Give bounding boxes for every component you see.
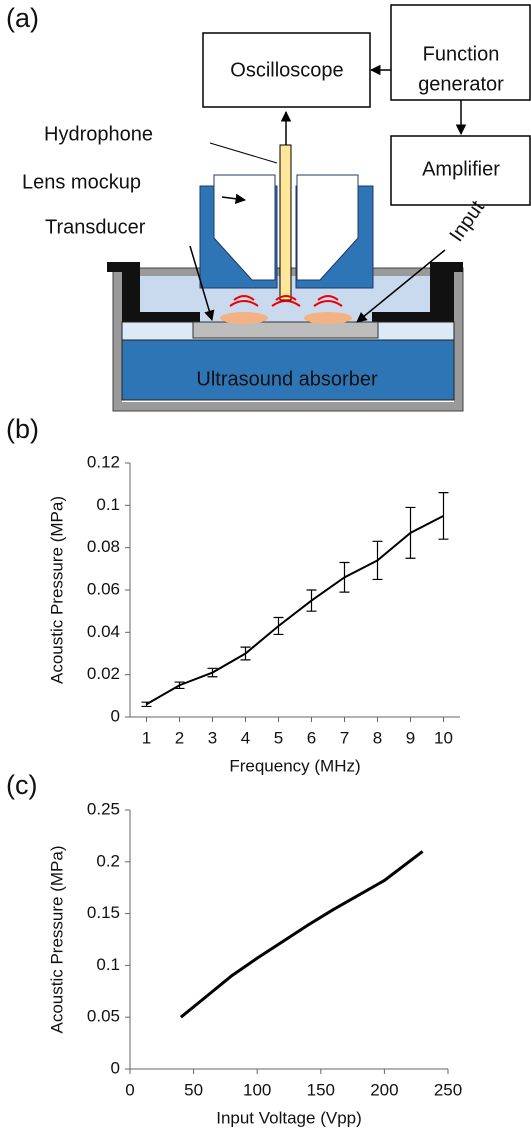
lens-label: Lens mockup <box>22 171 141 193</box>
tank-rim <box>372 262 463 322</box>
y-tick-label: 0.1 <box>96 955 120 974</box>
amplifier-box <box>390 135 531 206</box>
error-bar <box>141 701 152 708</box>
oscilloscope-label: Oscilloscope <box>230 59 343 81</box>
y-tick-label: 0.06 <box>87 579 120 598</box>
hydrophone <box>279 144 292 301</box>
x-tick-label: 6 <box>307 728 316 747</box>
transducer-label: Transducer <box>45 216 146 238</box>
absorber-label: Ultrasound absorber <box>196 368 378 390</box>
x-tick-label: 250 <box>434 1080 462 1099</box>
x-tick-label: 200 <box>370 1080 398 1099</box>
transducer <box>192 321 379 339</box>
error-bar <box>174 681 185 690</box>
y-tick-label: 0.2 <box>96 851 120 870</box>
x-tick-label: 50 <box>184 1080 203 1099</box>
error-bar <box>273 616 284 636</box>
y-tick-label: 0 <box>111 706 120 725</box>
y-tick-label: 0 <box>111 1058 120 1077</box>
arrow <box>221 193 247 204</box>
lens <box>296 174 359 281</box>
x-tick-label: 100 <box>243 1080 271 1099</box>
y-tick-label: 0.04 <box>87 622 120 641</box>
focus <box>304 312 352 324</box>
y-tick-label: 0.05 <box>87 1007 120 1026</box>
x-tick-label: 5 <box>274 728 283 747</box>
panel-label: (a) <box>6 3 39 33</box>
x-tick-label: 7 <box>340 728 349 747</box>
diagram: (a) Oscilloscope Function generator Ampl… <box>6 3 531 412</box>
data-line <box>146 515 444 706</box>
x-tick-label: 10 <box>434 728 453 747</box>
data-line <box>179 850 424 1019</box>
function-generator-label: Function <box>423 43 500 65</box>
error-bar <box>240 646 251 661</box>
x-tick-label: 150 <box>307 1080 335 1099</box>
y-tick-label: 0.1 <box>96 495 120 514</box>
focus <box>220 312 268 324</box>
x-axis-title: Frequency (MHz) <box>229 756 360 775</box>
y-tick-label: 0.15 <box>87 903 120 922</box>
waves <box>229 295 343 307</box>
y-axis-title: Acoustic Pressure (MPa) <box>47 496 66 684</box>
arrow <box>356 249 446 323</box>
error-bar <box>438 492 449 540</box>
y-tick-label: 0.08 <box>87 537 120 556</box>
error-bar <box>306 589 317 612</box>
error-bar <box>207 667 218 678</box>
absorber <box>121 339 455 401</box>
x-tick-label: 1 <box>142 728 151 747</box>
panel-label: (c) <box>6 770 37 800</box>
y-tick-label: 0.12 <box>87 452 120 471</box>
function-generator-label: generator <box>418 73 504 95</box>
x-tick-label: 4 <box>241 728 250 747</box>
x-tick-label: 9 <box>406 728 415 747</box>
lens <box>213 174 276 281</box>
x-tick-label: 2 <box>175 728 184 747</box>
hydrophone-label: Hydrophone <box>44 123 153 145</box>
arrow <box>189 245 215 322</box>
x-tick-label: 3 <box>208 728 217 747</box>
function-generator-box <box>390 4 531 101</box>
error-bar <box>372 540 383 581</box>
panel-label: (b) <box>6 414 39 444</box>
y-tick-label: 0.25 <box>87 799 120 818</box>
y-axis-title: Acoustic Pressure (MPa) <box>47 846 66 1034</box>
y-tick-label: 0.02 <box>87 664 120 683</box>
x-tick-label: 8 <box>373 728 382 747</box>
oscilloscope-box <box>202 32 371 108</box>
error-bar <box>339 561 350 593</box>
x-axis-title: Input Voltage (Vpp) <box>216 1108 362 1127</box>
x-tick-label: 0 <box>125 1080 134 1099</box>
error-bar <box>405 506 416 559</box>
leader <box>209 142 278 164</box>
tank-rim <box>107 262 200 322</box>
amplifier-label: Amplifier <box>422 158 500 180</box>
